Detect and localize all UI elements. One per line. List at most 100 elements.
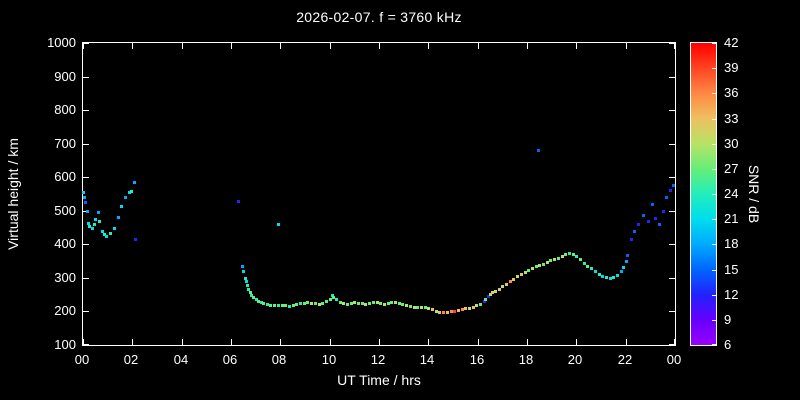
x-tick-mark: [527, 339, 528, 345]
y-tick-mark: [669, 43, 675, 44]
data-point: [523, 270, 527, 274]
data-point: [625, 254, 629, 258]
x-tick-mark: [674, 43, 675, 49]
x-tick-label: 00: [74, 352, 90, 367]
y-tick-mark: [669, 311, 675, 312]
y-tick-label: 200: [54, 303, 76, 318]
data-point: [85, 209, 89, 213]
data-point: [116, 216, 120, 220]
data-point: [445, 310, 449, 314]
data-point: [553, 258, 557, 262]
data-point: [276, 223, 280, 227]
y-tick-mark: [669, 110, 675, 111]
data-point: [382, 302, 386, 306]
data-point: [98, 219, 102, 223]
data-point: [497, 287, 501, 291]
x-tick-label: 16: [469, 352, 485, 367]
x-tick-label: 22: [617, 352, 633, 367]
colorbar-tick-mark: [712, 244, 716, 245]
y-tick-mark: [669, 144, 675, 145]
x-tick-mark: [280, 339, 281, 345]
data-point: [549, 259, 553, 263]
data-point: [82, 191, 85, 195]
data-point: [90, 226, 94, 230]
y-axis-label: Virtual height / km: [5, 138, 22, 250]
data-point: [482, 300, 486, 304]
data-point: [291, 304, 295, 308]
data-point: [130, 189, 134, 193]
data-point: [582, 261, 586, 265]
data-point: [332, 295, 336, 299]
colorbar-tick-mark: [712, 320, 716, 321]
data-point: [423, 305, 427, 309]
colorbar-tick-label: 33: [724, 110, 739, 126]
data-point: [491, 290, 495, 294]
y-tick-mark: [669, 77, 675, 78]
y-tick-label: 400: [54, 236, 76, 251]
data-point: [280, 304, 284, 308]
data-point: [265, 303, 269, 307]
data-point: [641, 213, 645, 217]
data-point: [248, 290, 252, 294]
data-point: [331, 293, 335, 297]
data-point: [456, 309, 460, 313]
data-point: [434, 309, 438, 313]
data-point: [475, 304, 479, 308]
colorbar-tick-label: 24: [724, 186, 739, 201]
colorbar-tick-label: 6: [724, 337, 732, 352]
plot-area: [82, 42, 676, 346]
colorbar-tick-mark: [712, 93, 716, 94]
data-point: [489, 292, 492, 296]
data-point: [567, 252, 571, 256]
y-tick-mark: [83, 177, 89, 178]
colorbar-tick-label: 42: [724, 35, 739, 50]
x-tick-label: 18: [518, 352, 534, 367]
data-point: [593, 270, 597, 274]
colorbar-tick-mark: [712, 169, 716, 170]
data-point: [537, 149, 541, 153]
data-point: [306, 301, 310, 305]
data-point: [379, 301, 383, 305]
data-point: [575, 255, 579, 259]
data-point: [96, 211, 100, 215]
x-tick-mark: [280, 43, 281, 49]
y-axis-label-container: Virtual height / km: [2, 42, 24, 346]
x-axis-label: UT Time / hrs: [337, 372, 421, 388]
data-point: [334, 297, 338, 301]
data-point: [604, 276, 608, 280]
data-point: [427, 307, 431, 311]
data-point: [408, 305, 412, 309]
data-point: [364, 303, 368, 307]
data-point: [601, 274, 605, 278]
data-point: [449, 310, 453, 314]
data-point: [538, 264, 542, 268]
data-point: [419, 306, 423, 310]
data-point: [401, 303, 405, 307]
data-point: [622, 265, 626, 269]
data-point: [586, 264, 590, 268]
data-point: [527, 268, 531, 272]
data-point: [338, 301, 342, 305]
data-point: [244, 280, 248, 284]
data-point: [397, 301, 401, 305]
x-tick-mark: [576, 43, 577, 49]
data-point: [241, 265, 245, 269]
y-tick-label: 800: [54, 102, 76, 117]
y-tick-label: 900: [54, 69, 76, 84]
x-tick-mark: [527, 43, 528, 49]
data-point: [405, 304, 409, 308]
x-tick-mark: [478, 339, 479, 345]
data-point: [516, 275, 520, 279]
y-tick-mark: [83, 311, 89, 312]
data-point: [484, 297, 488, 301]
data-point: [324, 300, 328, 304]
data-point: [83, 196, 87, 200]
data-point: [460, 308, 464, 312]
data-point: [94, 218, 98, 222]
data-point: [345, 303, 349, 307]
y-tick-label: 300: [54, 270, 76, 285]
colorbar-tick-mark: [712, 270, 716, 271]
x-tick-label: 04: [173, 352, 189, 367]
x-tick-mark: [379, 339, 380, 345]
